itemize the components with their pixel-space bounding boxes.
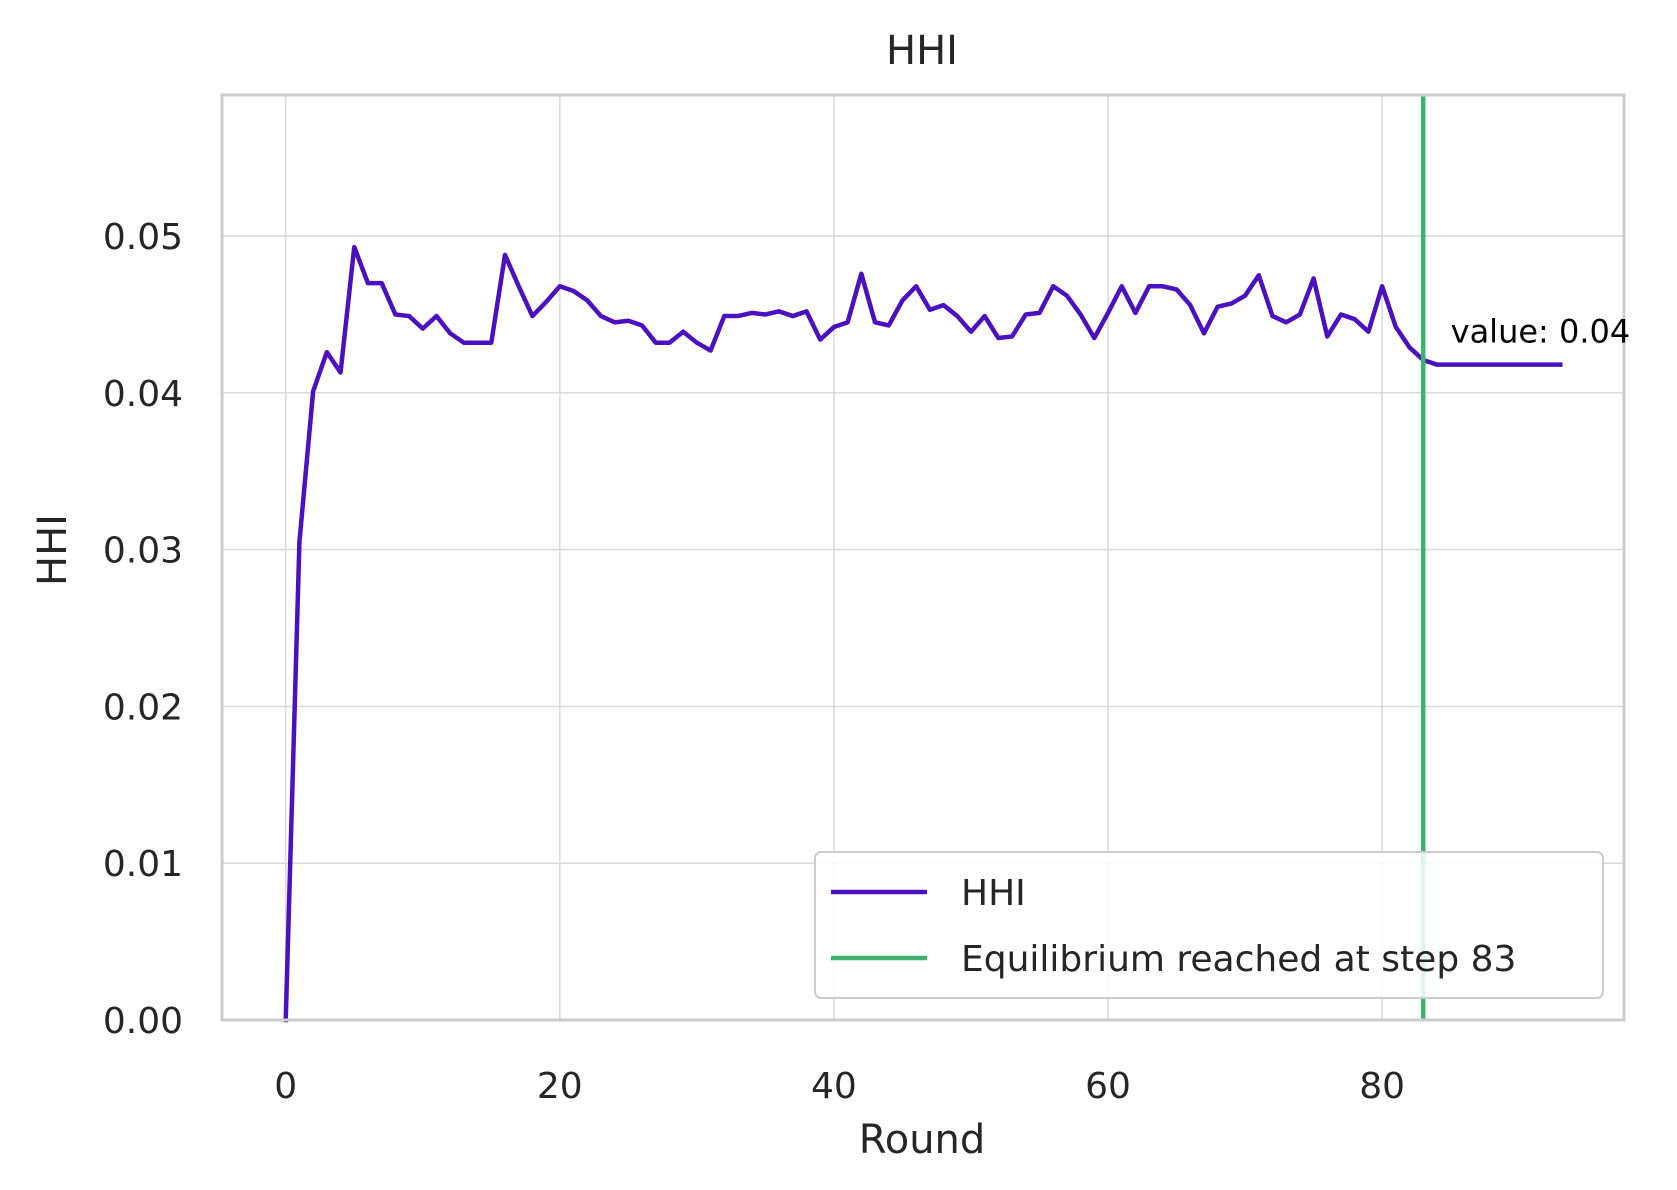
hhi-series-line bbox=[283, 244, 1563, 1023]
y-axis-label: HHI bbox=[30, 514, 76, 586]
legend-label: HHI bbox=[961, 873, 1026, 914]
value-annotation: value: 0.04 bbox=[1451, 313, 1631, 351]
plot-frame bbox=[220, 93, 1626, 1022]
y-tick-label: 0.03 bbox=[103, 531, 183, 572]
x-tick-label: 40 bbox=[811, 1066, 857, 1107]
y-tick-label: 0.01 bbox=[103, 844, 183, 885]
x-tick-label: 80 bbox=[1359, 1066, 1405, 1107]
chart-legend: HHI Equilibrium reached at step 83 bbox=[814, 851, 1604, 999]
tick-layer: 0 20 40 60 80 0.00 0.01 0.02 0.03 0.04 0.05 bbox=[103, 217, 1405, 1107]
legend-box bbox=[814, 851, 1604, 999]
chart-title: HHI bbox=[886, 28, 958, 74]
y-tick-label: 0.04 bbox=[103, 374, 183, 415]
y-tick-label: 0.02 bbox=[103, 687, 183, 728]
x-tick-label: 60 bbox=[1085, 1066, 1131, 1107]
x-tick-label: 0 bbox=[274, 1066, 297, 1107]
y-tick-label: 0.00 bbox=[103, 1001, 183, 1042]
legend-label: Equilibrium reached at step 83 bbox=[961, 939, 1516, 980]
y-tick-label: 0.05 bbox=[103, 217, 183, 258]
annotation-layer: value: 0.04 bbox=[1451, 313, 1631, 351]
x-axis-label: Round bbox=[859, 1117, 986, 1163]
x-tick-label: 20 bbox=[537, 1066, 583, 1107]
grid-layer bbox=[222, 95, 1624, 1021]
